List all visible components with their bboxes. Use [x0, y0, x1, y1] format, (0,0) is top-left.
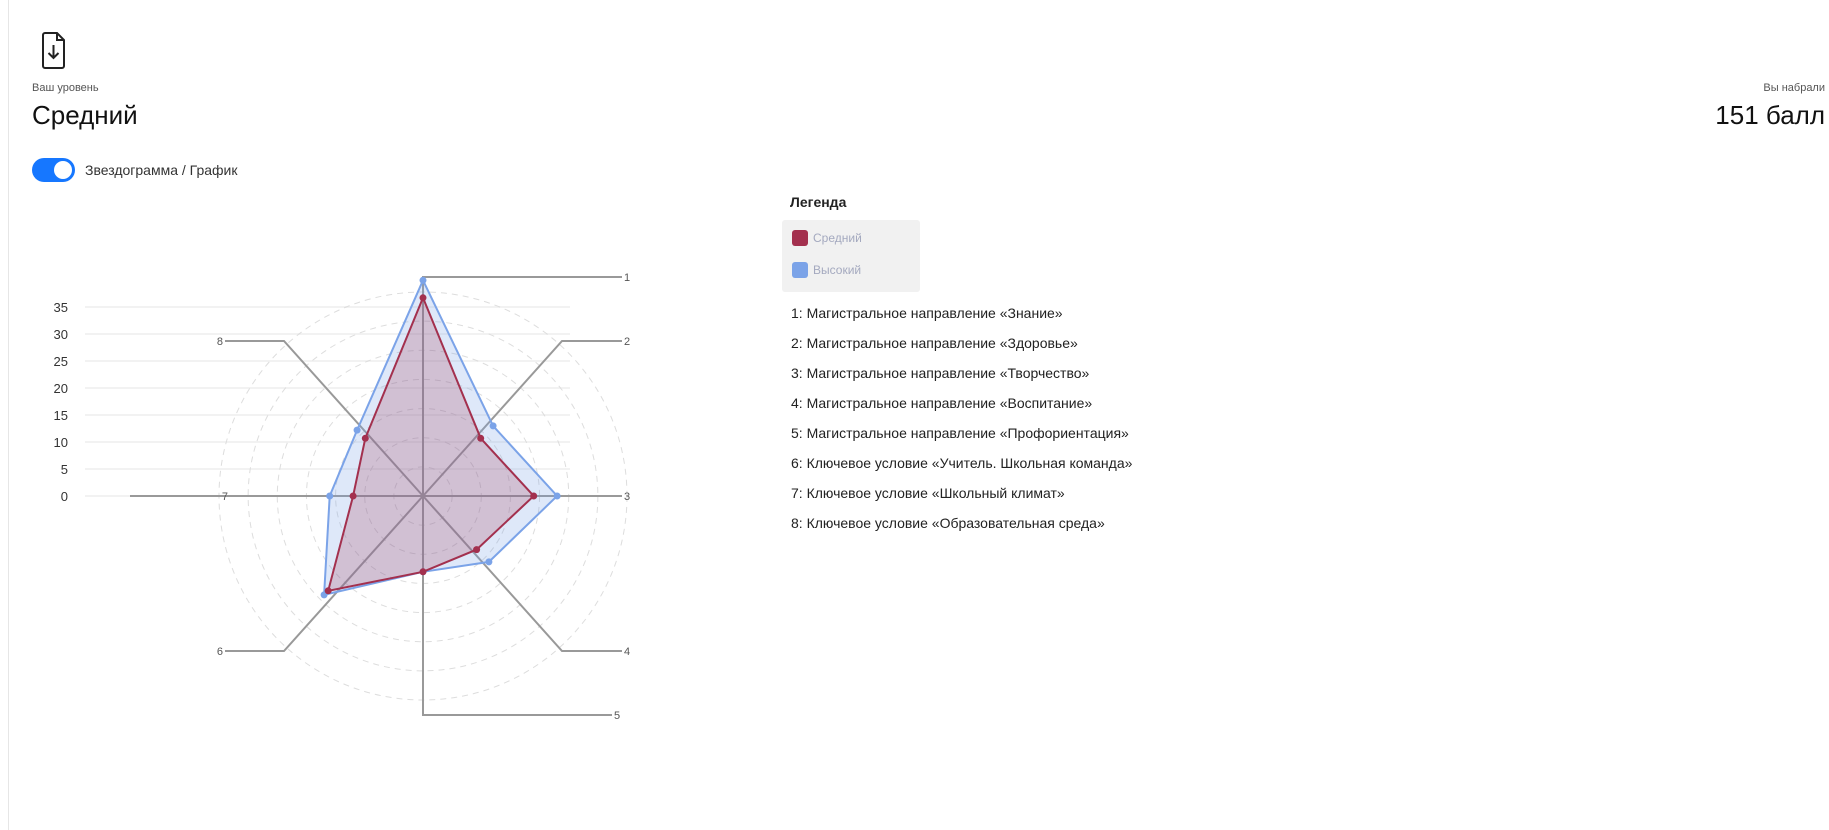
legend-swatch-average	[792, 230, 808, 246]
data-point	[349, 492, 357, 500]
category-label: 4	[624, 646, 630, 658]
data-point	[477, 434, 485, 442]
axis-description: 8: Ключевое условие «Образовательная сре…	[791, 515, 1105, 531]
axis-description: 3: Магистральное направление «Творчество…	[791, 365, 1090, 381]
left-border	[8, 0, 9, 830]
y-tick-label: 35	[54, 300, 68, 315]
axis-spoke	[422, 340, 622, 497]
axis-description: 7: Ключевое условие «Школьный климат»	[791, 485, 1065, 501]
category-label: 7	[222, 491, 228, 503]
chart-view-toggle-row: Звездограмма / График	[32, 158, 238, 182]
y-tick-label: 25	[54, 354, 68, 369]
level-caption: Ваш уровень	[32, 82, 99, 94]
data-point	[326, 492, 334, 500]
legend-item-high[interactable]: Высокий	[792, 262, 861, 278]
file-download-icon[interactable]	[40, 30, 68, 70]
score-caption: Вы набрали	[1763, 82, 1825, 94]
legend-item-average[interactable]: Средний	[792, 230, 862, 246]
category-label: 8	[217, 336, 223, 348]
axis-description: 4: Магистральное направление «Воспитание…	[791, 395, 1093, 411]
data-point	[361, 434, 369, 442]
legend: Средний Высокий	[782, 220, 920, 292]
score-value: 151 балл	[1715, 100, 1825, 130]
data-point	[553, 492, 561, 500]
legend-label-average: Средний	[813, 231, 862, 245]
data-point	[324, 587, 332, 595]
axis-description: 2: Магистральное направление «Здоровье»	[791, 335, 1078, 351]
y-tick-label: 30	[54, 327, 68, 342]
category-label: 5	[614, 710, 620, 722]
axis-description: 1: Магистральное направление «Знание»	[791, 305, 1063, 321]
y-tick-label: 15	[54, 408, 68, 423]
y-tick-label: 20	[54, 381, 68, 396]
legend-label-high: Высокий	[813, 263, 862, 277]
axis-description: 5: Магистральное направление «Профориент…	[791, 425, 1129, 441]
data-point	[489, 422, 497, 430]
data-point	[485, 558, 493, 566]
chart-view-toggle[interactable]	[32, 158, 75, 182]
data-point	[419, 294, 427, 302]
legend-title: Легенда	[790, 194, 847, 210]
toggle-knob	[54, 161, 72, 179]
axis-spoke	[422, 495, 622, 652]
y-tick-label: 0	[61, 489, 68, 504]
data-point	[530, 492, 538, 500]
category-label: 6	[217, 646, 223, 658]
category-label: 2	[624, 336, 630, 348]
axis-spoke	[225, 340, 424, 497]
axis-description: 6: Ключевое условие «Учитель. Школьная к…	[791, 455, 1133, 471]
legend-swatch-high	[792, 262, 808, 278]
y-tick-label: 10	[54, 435, 68, 450]
toggle-label: Звездограмма / График	[85, 162, 238, 178]
category-label: 3	[624, 491, 630, 503]
category-label: 1	[624, 272, 630, 284]
data-point	[419, 568, 427, 576]
data-point	[419, 276, 427, 284]
data-point	[473, 546, 481, 554]
y-tick-label: 5	[61, 462, 68, 477]
axis-description-list: 1: Магистральное направление «Знание» 2:…	[791, 298, 1132, 538]
axis-spoke	[225, 495, 424, 652]
level-value: Средний	[32, 100, 138, 130]
data-point	[353, 426, 361, 434]
